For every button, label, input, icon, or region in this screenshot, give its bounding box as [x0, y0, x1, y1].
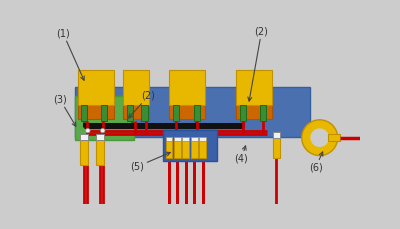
Bar: [96, 140, 104, 165]
Bar: [191, 137, 198, 141]
Bar: [166, 137, 172, 141]
Bar: [142, 105, 148, 121]
Bar: [126, 105, 133, 121]
Bar: [166, 137, 172, 158]
Bar: [199, 137, 206, 141]
Bar: [174, 137, 181, 158]
Ellipse shape: [100, 128, 105, 133]
Bar: [194, 105, 200, 121]
Bar: [81, 105, 87, 121]
Bar: [199, 137, 206, 158]
Bar: [240, 105, 246, 121]
Text: (5): (5): [131, 152, 170, 172]
Bar: [182, 137, 189, 141]
Bar: [163, 130, 218, 161]
Bar: [191, 137, 198, 158]
Bar: [169, 101, 205, 119]
Bar: [123, 101, 149, 119]
Ellipse shape: [302, 120, 338, 155]
Bar: [75, 96, 134, 140]
Bar: [272, 138, 280, 158]
Text: (3): (3): [53, 94, 76, 126]
Text: (2): (2): [129, 91, 155, 118]
Ellipse shape: [311, 129, 328, 146]
Bar: [182, 137, 189, 158]
Bar: [96, 134, 104, 140]
Text: (2): (2): [248, 27, 268, 101]
Bar: [100, 105, 107, 121]
Bar: [123, 70, 149, 105]
Text: (4): (4): [234, 146, 248, 164]
Bar: [78, 101, 114, 119]
Ellipse shape: [86, 128, 90, 133]
Bar: [173, 105, 179, 121]
Text: (6): (6): [309, 152, 323, 172]
Bar: [236, 101, 272, 119]
Bar: [78, 70, 114, 105]
Bar: [80, 134, 88, 140]
Bar: [174, 137, 181, 141]
Bar: [272, 132, 280, 138]
Bar: [169, 70, 205, 105]
Bar: [236, 70, 272, 105]
Bar: [328, 134, 340, 141]
Text: (1): (1): [56, 28, 84, 80]
Bar: [260, 105, 266, 121]
Bar: [75, 87, 310, 137]
Bar: [80, 140, 88, 165]
